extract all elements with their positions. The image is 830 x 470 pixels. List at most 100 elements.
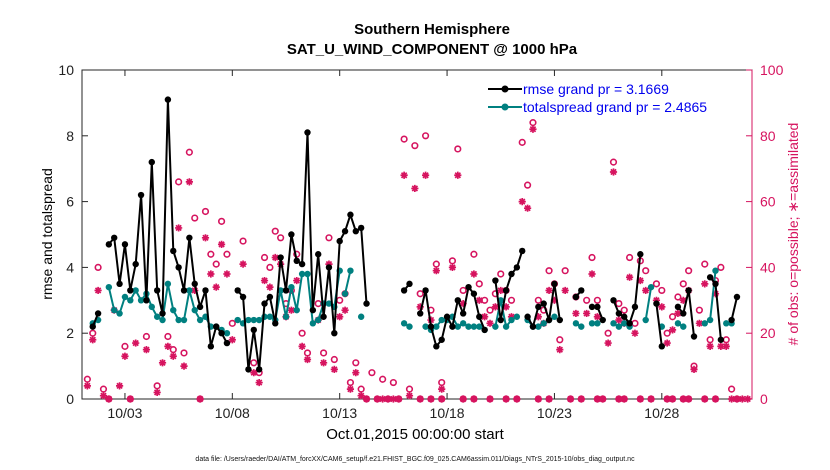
rmse-point	[170, 247, 177, 255]
obs-possible-marker	[518, 138, 526, 146]
y-tick-label: 0	[66, 391, 74, 407]
obs-assimilated-marker	[550, 296, 559, 304]
obs-assimilated-marker	[180, 362, 188, 370]
rmse-line-segment	[655, 303, 663, 347]
rmse-point	[535, 303, 542, 311]
obs-assimilated-marker	[438, 385, 446, 393]
spread-point	[234, 316, 241, 324]
obs-possible-marker	[191, 214, 199, 222]
spread-point	[223, 330, 231, 337]
spread-point	[357, 313, 365, 320]
obs-assimilated-marker	[711, 395, 720, 403]
rmse-point	[443, 313, 451, 320]
rmse-point	[653, 300, 660, 307]
obs-possible-marker	[625, 253, 634, 262]
rmse-point	[712, 280, 719, 288]
obs-assimilated-marker	[523, 204, 532, 212]
x-tick-label: 10/03	[107, 405, 142, 421]
obs-assimilated-marker	[384, 395, 392, 403]
spread-point	[680, 323, 687, 330]
obs-assimilated-marker	[475, 296, 483, 304]
rmse-point	[111, 234, 118, 241]
rmse-point	[255, 366, 263, 373]
obs-possible-marker	[685, 267, 693, 275]
spread-point	[159, 316, 166, 324]
obs-assimilated-marker	[217, 240, 226, 248]
y-tick-label: 6	[66, 194, 74, 210]
obs-assimilated-marker	[89, 336, 97, 344]
obs-possible-marker	[609, 158, 618, 166]
rmse-point	[207, 343, 215, 350]
obs-assimilated-marker	[663, 339, 671, 347]
obs-assimilated-marker	[545, 395, 553, 403]
rmse-point	[363, 300, 370, 307]
rmse-point	[266, 293, 274, 301]
obs-assimilated-marker	[303, 355, 312, 364]
spread-point	[459, 320, 467, 327]
obs-possible-marker	[94, 263, 102, 272]
rmse-point	[293, 257, 300, 265]
obs-assimilated-marker	[298, 342, 306, 350]
rmse-point	[116, 280, 123, 288]
obs-possible-marker	[277, 234, 285, 242]
spread-point	[121, 293, 129, 301]
obs-assimilated-marker	[470, 270, 478, 278]
plot-layer	[83, 96, 752, 403]
obs-possible-marker	[201, 207, 210, 216]
obs-possible-marker	[642, 267, 650, 275]
obs-assimilated-marker	[287, 306, 295, 314]
obs-possible-marker	[330, 355, 338, 364]
obs-possible-marker	[674, 293, 682, 301]
rmse-point	[218, 330, 225, 337]
obs-possible-marker	[228, 319, 236, 327]
obs-assimilated-marker	[255, 378, 263, 387]
obs-assimilated-marker	[132, 339, 140, 347]
obs-assimilated-marker	[223, 270, 231, 278]
obs-possible-marker	[475, 280, 483, 288]
obs-assimilated-marker	[679, 296, 687, 304]
obs-assimilated-marker	[459, 299, 467, 308]
obs-possible-marker	[121, 342, 129, 350]
rmse-point	[433, 343, 440, 350]
y-tick-label: 4	[66, 259, 74, 275]
obs-assimilated-marker	[196, 395, 204, 403]
spread-point	[153, 313, 161, 320]
spread-point	[508, 316, 515, 324]
rmse-point	[733, 293, 741, 301]
rmse-point	[315, 251, 322, 258]
obs-possible-marker	[89, 329, 97, 337]
spread-point	[315, 316, 322, 324]
obs-possible-marker	[325, 234, 333, 242]
rmse-point	[325, 264, 333, 271]
rmse-point	[572, 293, 580, 301]
obs-assimilated-marker	[373, 395, 381, 403]
obs-assimilated-marker	[706, 342, 714, 350]
obs-assimilated-marker	[212, 283, 220, 291]
obs-possible-marker	[250, 359, 258, 367]
rmse-point	[626, 320, 633, 327]
obs-possible-marker	[727, 385, 736, 393]
obs-assimilated-marker	[593, 395, 601, 403]
spread-point	[454, 323, 462, 330]
spread-point	[148, 303, 155, 311]
rmse-point	[127, 287, 134, 294]
obs-assimilated-marker	[658, 303, 666, 311]
legend: rmse grand pr = 3.1669 totalspread grand…	[484, 78, 746, 118]
obs-possible-marker	[411, 142, 419, 150]
rmse-point	[481, 326, 488, 334]
spread-line-segment	[344, 270, 352, 294]
obs-possible-marker	[679, 280, 687, 288]
obs-assimilated-marker	[690, 365, 698, 373]
rmse-point	[529, 323, 537, 330]
obs-assimilated-marker	[416, 395, 424, 403]
obs-assimilated-marker	[733, 395, 741, 403]
rmse-point	[159, 310, 166, 317]
obs-assimilated-marker	[593, 313, 601, 321]
obs-possible-marker	[185, 148, 193, 156]
obs-possible-marker	[400, 135, 408, 143]
legend-rmse-label: rmse grand pr = 3.1669	[523, 81, 669, 97]
obs-possible-marker	[507, 296, 516, 304]
spread-point	[288, 283, 295, 291]
y-tick-label: 2	[66, 325, 74, 341]
